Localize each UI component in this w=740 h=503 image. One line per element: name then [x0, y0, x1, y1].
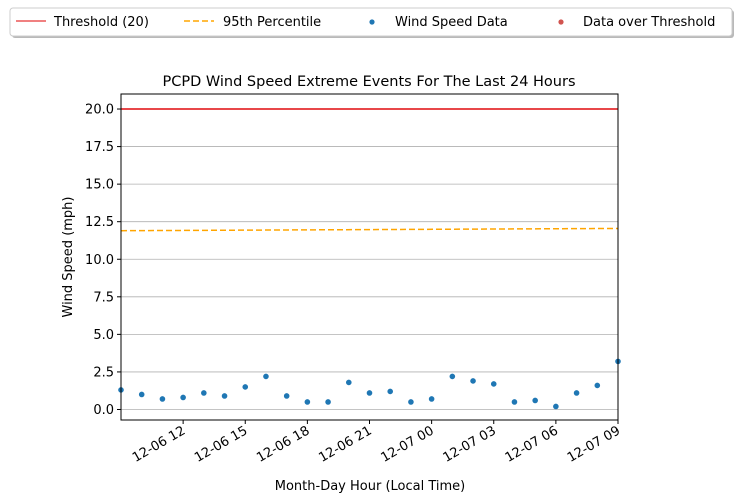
chart-title: PCPD Wind Speed Extreme Events For The L…	[162, 74, 575, 90]
wind-speed-point	[283, 393, 290, 399]
wind-speed-point	[408, 399, 414, 405]
legend-handle-wind-data	[369, 19, 375, 25]
legend-label-over-threshold: Data over Threshold	[583, 15, 715, 30]
wind-speed-point	[470, 378, 476, 384]
y-tick-label: 20.0	[85, 103, 114, 118]
wind-speed-point	[159, 396, 166, 402]
wind-speed-point	[304, 399, 311, 405]
series-lines	[120, 108, 619, 232]
wind-speed-point	[490, 381, 497, 387]
y-axis-ticks: 0.0 2.5 5.0 7.5 10.0 12.5 15.0 17.5 20.0	[85, 103, 121, 418]
legend-handle-over-threshold	[558, 19, 564, 25]
wind-speed-point	[532, 397, 538, 404]
legend-label-wind-data: Wind Speed Data	[395, 15, 508, 30]
y-tick-label: 7.5	[93, 290, 114, 305]
wind-speed-point	[366, 390, 373, 396]
wind-speed-point	[387, 388, 394, 395]
wind-speed-point	[573, 390, 580, 396]
wind-speed-point	[263, 373, 269, 380]
x-axis-label: Month-Day Hour (Local Time)	[275, 479, 465, 494]
wind-speed-point	[180, 394, 186, 401]
legend: Threshold (20) 95th Percentile Wind Spee…	[9, 7, 734, 38]
legend-label-percentile: 95th Percentile	[223, 15, 321, 30]
wind-speed-point	[345, 379, 352, 386]
wind-speed-point	[201, 390, 207, 396]
y-tick-label: 15.0	[85, 178, 114, 193]
plot-frame	[120, 93, 619, 421]
y-tick-label: 12.5	[85, 215, 114, 230]
wind-speed-point	[553, 403, 559, 410]
y-tick-label: 2.5	[93, 365, 114, 380]
wind-speed-point	[221, 393, 228, 399]
wind-speed-point	[428, 396, 435, 402]
percentile-line	[120, 227, 619, 232]
y-tick-label: 10.0	[85, 253, 114, 268]
wind-speed-point	[594, 382, 601, 389]
wind-speed-point	[242, 384, 249, 390]
legend-label-threshold: Threshold (20)	[53, 15, 149, 30]
y-tick-label: 5.0	[93, 328, 114, 343]
y-tick-label: 17.5	[85, 140, 114, 155]
wind-speed-point	[325, 399, 331, 405]
y-tick-label: 0.0	[93, 403, 114, 418]
series-points	[118, 358, 621, 410]
wind-speed-point	[511, 399, 518, 405]
y-axis-label: Wind Speed (mph)	[61, 197, 76, 318]
wind-speed-point	[449, 373, 456, 380]
wind-speed-point	[138, 391, 145, 398]
